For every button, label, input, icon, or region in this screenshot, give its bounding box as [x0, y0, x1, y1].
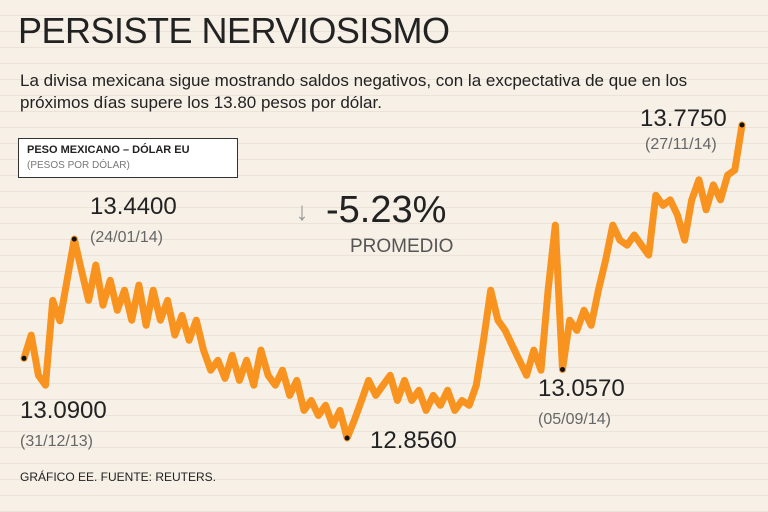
annotation-value: -5.23% — [326, 189, 446, 231]
value-label: 13.7750 — [640, 105, 727, 132]
date-label: (05/09/14) — [538, 411, 611, 428]
point-marker — [71, 236, 77, 242]
date-label: (27/11/14) — [645, 136, 717, 153]
point-marker — [21, 355, 27, 361]
point-marker — [560, 367, 565, 373]
value-label: 13.0900 — [20, 397, 107, 424]
legend-box: PESO MEXICANO – DÓLAR EU (PESOS POR DÓLA… — [18, 138, 238, 178]
title: PERSISTE NERVIOSISMO — [18, 10, 450, 51]
value-label: 13.0570 — [538, 375, 625, 402]
value-label: 13.4400 — [90, 193, 177, 220]
value-label: 12.8560 — [370, 427, 457, 454]
price-line — [20, 121, 746, 442]
annotation-symbol: ↓ — [296, 196, 309, 226]
date-label: (24/01/14) — [90, 229, 163, 246]
source: GRÁFICO EE. FUENTE: REUTERS. — [20, 470, 217, 484]
point-marker — [344, 435, 350, 441]
date-label: (31/12/13) — [20, 433, 93, 450]
legend-subtitle: (PESOS POR DÓLAR) — [27, 160, 130, 171]
legend-title: PESO MEXICANO – DÓLAR EU — [27, 144, 190, 156]
annotation-label: PROMEDIO — [350, 236, 453, 257]
subtitle: La divisa mexicana sigue mostrando saldo… — [20, 71, 688, 112]
point-marker — [739, 122, 745, 128]
